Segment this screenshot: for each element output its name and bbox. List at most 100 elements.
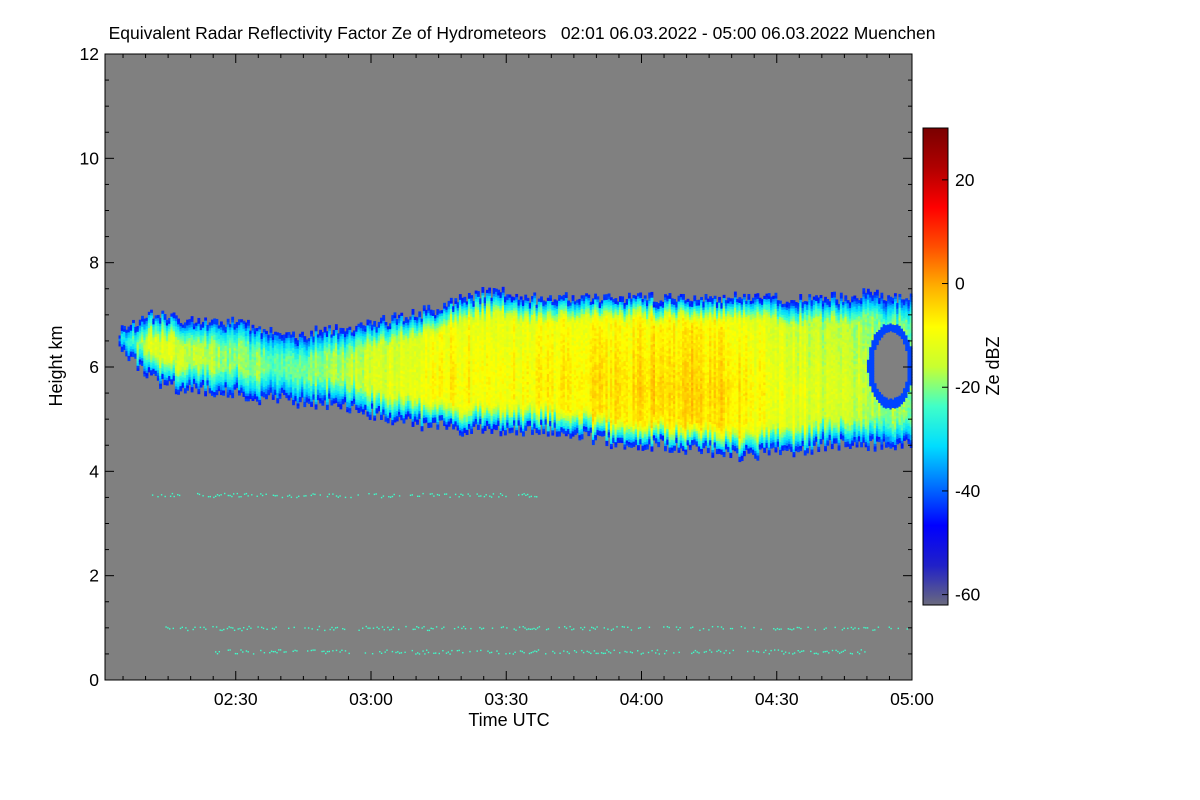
echo-cell [172,354,176,358]
echo-cell [251,340,255,344]
echo-cell [352,366,356,371]
echo-cell [224,376,228,380]
echo-cell [238,337,241,341]
echo-cell [361,356,365,360]
echo-cell [228,350,232,354]
echo-cell [181,350,185,354]
echo-cell [206,343,210,347]
echo-cell [447,379,451,383]
echo-cell [458,322,462,326]
echo-cell [434,359,437,363]
echo-cell [278,393,282,397]
echo-cell [420,373,424,377]
echo-cell [391,388,395,392]
echo-cell [438,326,442,330]
echo-cell [226,329,230,333]
echo-cell [445,327,449,331]
echo-cell [323,345,327,349]
echo-cell [154,359,158,363]
echo-cell [143,349,147,354]
echo-cell [303,341,307,345]
echo-cell [125,353,129,357]
echo-cell [467,397,471,401]
echo-cell [253,338,257,342]
echo-cell [425,367,428,371]
echo-cell [127,329,131,333]
echo-cell [332,395,336,399]
echo-cell [445,337,449,342]
echo-cell [456,380,460,384]
echo-cell [355,352,359,356]
echo-cell [226,391,230,396]
echo-cell [323,389,327,393]
echo-cell [454,368,458,372]
echo-cell [373,404,377,408]
echo-cell [165,330,169,334]
echo-cell [422,347,426,351]
echo-cell [343,349,347,353]
echo-cell [436,366,440,370]
echo-cell [165,369,169,373]
echo-cell [443,388,446,393]
echo-cell [425,343,428,347]
echo-cell [247,398,250,402]
echo-cell [472,324,476,328]
echo-cell [348,334,352,338]
echo-cell [276,397,280,401]
echo-cell [328,392,332,397]
echo-cell [398,411,401,415]
echo-cell [278,356,282,360]
echo-cell [420,323,424,328]
echo-cell [422,420,426,424]
echo-cell [278,343,282,347]
echo-cell [231,371,235,375]
echo-cell [418,374,422,378]
echo-cell [334,324,338,328]
echo-cell [328,359,332,363]
echo-cell [373,344,377,348]
echo-cell [310,380,313,384]
echo-cell [197,341,201,345]
echo-cell [382,328,386,332]
echo-cell [219,326,223,330]
echo-cell [127,344,131,349]
echo-cell [276,371,280,375]
echo-cell [161,339,165,343]
echo-cell [129,335,133,339]
echo-cell [206,377,210,381]
echo-cell [249,354,253,358]
echo-cell [276,363,280,367]
echo-cell [373,328,377,333]
echo-cell [373,375,377,379]
echo-cell [206,324,210,329]
echo-cell [330,378,334,382]
echo-cell [289,389,293,393]
echo-cell [472,308,476,313]
echo-cell [163,350,167,354]
echo-cell [314,359,318,363]
echo-cell [204,372,208,376]
echo-cell [463,362,467,366]
echo-cell [386,391,390,395]
echo-cell [346,409,350,413]
echo-cell [204,327,208,332]
echo-cell [407,350,410,354]
echo-cell [197,344,201,348]
echo-cell [316,363,320,367]
echo-cell [393,341,397,345]
echo-cell [330,357,334,362]
echo-cell [445,369,449,373]
echo-cell [316,349,320,354]
echo-cell [393,382,397,386]
echo-cell [208,358,212,363]
echo-cell [328,338,332,342]
echo-cell [366,324,370,328]
echo-cell [174,375,178,379]
echo-cell [210,382,214,386]
echo-cell [298,338,302,343]
echo-cell [332,382,336,386]
echo-cell [411,342,415,347]
echo-cell [305,391,309,395]
echo-cell [393,354,397,358]
echo-cell [242,372,246,377]
